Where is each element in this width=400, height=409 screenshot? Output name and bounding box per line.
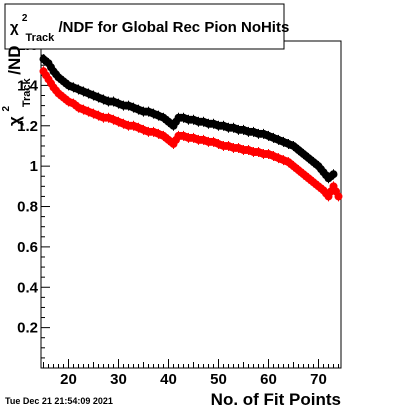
title-superscript: 2 [22, 13, 28, 24]
x-tick-label: 20 [60, 371, 77, 388]
x-tick-label: 70 [310, 371, 327, 388]
x-tick-label: 30 [110, 371, 127, 388]
data-point [334, 192, 343, 201]
y-tick-label: 0.6 [17, 239, 38, 256]
y-axis-chi-symbol: χ [5, 116, 24, 126]
series-1 [39, 66, 343, 202]
y-tick-label: 0.8 [17, 199, 38, 216]
x-tick-label: 60 [260, 371, 277, 388]
y-tick-label: 1 [30, 158, 38, 175]
svg-text:χ 2 Track /N: χ 2 Track /NDF for Global Rec Pion NoHit… [10, 8, 289, 45]
markers-group [39, 54, 343, 202]
y-tick-label: 1.4 [17, 77, 39, 94]
y-axis-title: χ 2 Track /ND [0, 45, 34, 126]
y-axis-suffix: /ND [5, 45, 24, 74]
x-axis-title: No. of Fit Points [211, 390, 341, 409]
y-tick-label: 0.4 [17, 279, 39, 296]
y-tick-label: 1.2 [17, 118, 38, 135]
y-axis-superscript: 2 [1, 105, 12, 111]
x-tick-label: 40 [160, 371, 177, 388]
chart-title: /NDF for Global Rec Pion NoHits [58, 19, 289, 36]
y-axis-subscript: Track [21, 78, 33, 108]
title-subscript: Track [26, 32, 56, 44]
data-point [329, 170, 338, 179]
title-box: χ 2 Track /NDF for Global Rec Pion NoHit… [4, 3, 289, 50]
y-tick-label: 0.2 [17, 320, 38, 337]
series-0 [39, 54, 338, 184]
title-chi-symbol: χ [10, 19, 19, 36]
x-tick-label: 50 [210, 371, 227, 388]
timestamp: Tue Dec 21 21:54:09 2021 [5, 396, 113, 406]
